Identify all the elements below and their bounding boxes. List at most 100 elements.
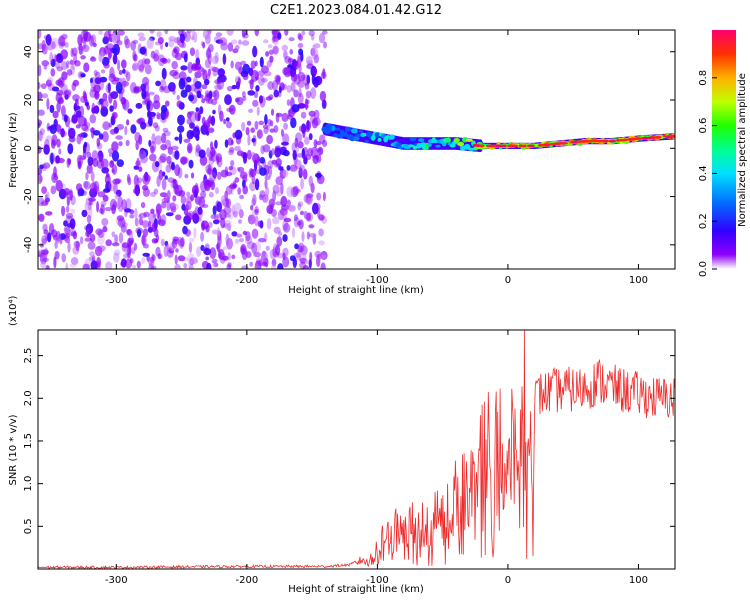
heatmap-cell (201, 223, 206, 231)
heatmap-cell (300, 51, 304, 62)
heatmap-cell (240, 60, 247, 66)
heatmap-cell (188, 159, 194, 169)
heatmap-cell (56, 138, 61, 148)
heatmap-cell (301, 231, 305, 242)
heatmap-cell (250, 127, 256, 133)
heatmap-cell (282, 133, 290, 145)
heatmap-cell (321, 30, 328, 35)
heatmap-cell (160, 42, 163, 51)
heatmap-cell (138, 214, 142, 219)
heatmap-cell (75, 183, 83, 192)
heatmap-cell (196, 246, 202, 257)
heatmap-cell (84, 117, 87, 127)
heatmap-cell (206, 168, 213, 176)
heatmap-cell (308, 224, 315, 229)
heatmap-cell (195, 144, 201, 153)
heatmap-cell (83, 62, 90, 73)
heatmap-cell (237, 77, 241, 87)
heatmap-cell (351, 128, 358, 134)
heatmap-cell (160, 214, 167, 227)
heatmap-cell (194, 196, 202, 205)
heatmap-cell (254, 215, 259, 227)
heatmap-cell (286, 186, 295, 198)
heatmap-cell (258, 95, 264, 104)
heatmap-cell (276, 75, 281, 85)
heatmap-cell (126, 229, 132, 236)
heatmap-cell (265, 245, 270, 251)
heatmap-cell (138, 36, 147, 42)
heatmap-cell (100, 158, 109, 170)
heatmap-cell (124, 38, 131, 49)
heatmap-cell (57, 129, 65, 135)
heatmap-cell (111, 79, 119, 85)
snr-axes-frame (37, 329, 676, 570)
heatmap-cell (320, 250, 328, 260)
heatmap-cell (45, 265, 50, 269)
heatmap-cell (58, 148, 62, 155)
heatmap-cell (197, 206, 203, 215)
y-tick-label: 0.5 (23, 518, 34, 534)
heatmap-cell (219, 110, 224, 122)
heatmap-cell (54, 54, 58, 62)
heatmap-cell (306, 74, 311, 85)
heatmap-cell (258, 238, 266, 243)
heatmap-cell (169, 202, 176, 211)
heatmap-cell (234, 61, 242, 71)
heatmap-cell (522, 144, 527, 148)
heatmap-cell (297, 32, 302, 40)
heatmap-cell (40, 201, 49, 207)
heatmap-cell (99, 76, 108, 83)
heatmap-cell (671, 134, 675, 138)
heatmap-cell (111, 168, 115, 174)
heatmap-cell (103, 62, 110, 69)
heatmap-cell (592, 139, 600, 143)
heatmap-cell (231, 231, 238, 237)
heatmap-cell (306, 231, 310, 240)
heatmap-cell (294, 137, 299, 148)
heatmap-cell (60, 61, 68, 70)
heatmap-cell (89, 182, 97, 193)
heatmap-cell (281, 44, 288, 52)
heatmap-cell (89, 56, 97, 62)
heatmap-cell (178, 38, 185, 48)
heatmap-cell (54, 250, 60, 260)
heatmap-cell (177, 125, 185, 133)
heatmap-cell (138, 166, 143, 172)
heatmap-cell (89, 233, 96, 243)
heatmap-cell (289, 48, 294, 55)
heatmap-cell (125, 139, 130, 147)
heatmap-cell (151, 223, 157, 233)
heatmap-cell (202, 204, 209, 208)
heatmap-cell (281, 112, 289, 122)
heatmap-cell (323, 41, 327, 49)
heatmap-cell (97, 100, 102, 106)
heatmap-cell (38, 130, 43, 142)
heatmap-cell (215, 32, 223, 37)
heatmap-cell (141, 100, 147, 105)
heatmap-cell (289, 255, 296, 262)
heatmap-cell (162, 57, 168, 64)
heatmap-cell (178, 78, 186, 90)
heatmap-cell (186, 191, 191, 198)
heatmap-cell (118, 232, 124, 244)
heatmap-cell (117, 59, 121, 71)
heatmap-cell (324, 130, 331, 135)
heatmap-cell (259, 56, 264, 68)
heatmap-cell (41, 200, 49, 206)
heatmap-cell (154, 161, 160, 168)
heatmap-cell (275, 244, 281, 256)
heatmap-cell (264, 175, 271, 180)
heatmap-cell (233, 210, 238, 218)
heatmap-cell (274, 147, 282, 158)
heatmap-cell (152, 100, 161, 110)
heatmap-cell (174, 164, 181, 177)
heatmap-cell (135, 159, 142, 167)
heatmap-cell (453, 138, 460, 143)
heatmap-cell (109, 128, 117, 135)
heatmap-cell (364, 139, 369, 143)
heatmap-cell (254, 241, 261, 253)
heatmap-cell (194, 63, 202, 71)
heatmap-cell (49, 104, 55, 114)
heatmap-cell (102, 131, 109, 143)
heatmap-cell (156, 111, 161, 120)
